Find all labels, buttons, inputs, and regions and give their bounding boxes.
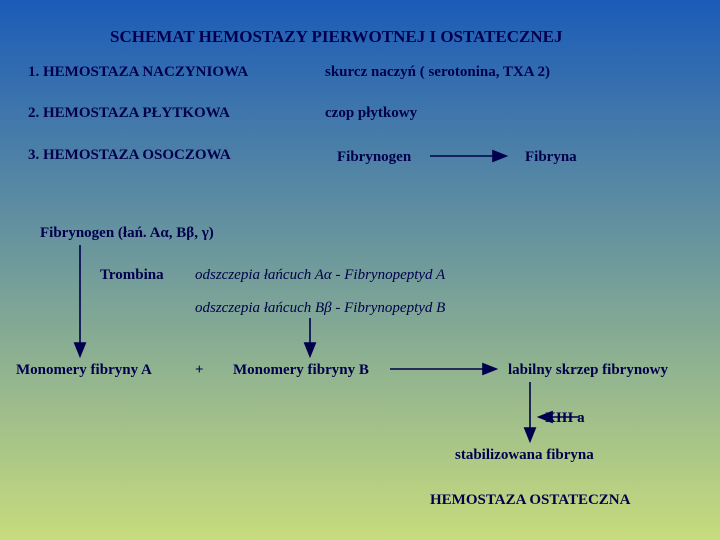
diagram-stage: SCHEMAT HEMOSTAZY PIERWOTNEJ I OSTATECZN… <box>0 0 720 540</box>
arrows-layer <box>0 0 720 540</box>
